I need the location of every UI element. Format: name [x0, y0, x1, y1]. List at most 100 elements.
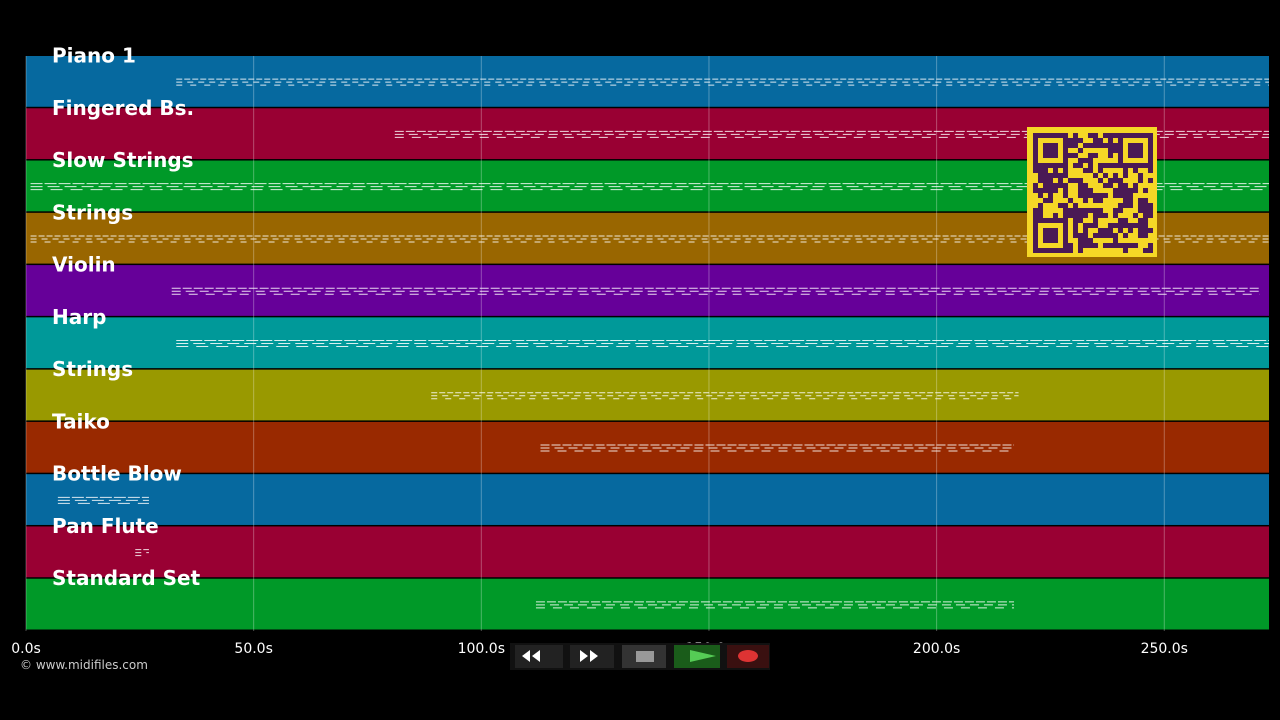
qr-cell: [1118, 218, 1123, 223]
copyright: © www.midifiles.com: [20, 658, 148, 672]
qr-cell: [1053, 248, 1058, 253]
x-tick-label: 250.0s: [1141, 641, 1188, 657]
qr-cell: [1088, 168, 1093, 173]
qr-cell: [1133, 183, 1138, 188]
qr-cell: [1033, 208, 1038, 213]
qr-cell: [1063, 158, 1068, 163]
qr-cell: [1083, 213, 1088, 218]
qr-cell: [1108, 153, 1113, 158]
qr-cell: [1148, 178, 1153, 183]
qr-cell: [1038, 178, 1043, 183]
qr-cell: [1073, 228, 1078, 233]
qr-cell: [1053, 218, 1058, 223]
qr-cell: [1083, 223, 1088, 228]
qr-cell: [1143, 248, 1148, 253]
transport: [510, 643, 770, 670]
forward-button[interactable]: [570, 645, 614, 668]
qr-cell: [1138, 163, 1143, 168]
qr-cell: [1068, 213, 1073, 218]
qr-cell: [1128, 148, 1133, 153]
qr-cell: [1128, 203, 1133, 208]
qr-cell: [1113, 238, 1118, 243]
qr-cell: [1083, 143, 1088, 148]
qr-cell: [1103, 173, 1108, 178]
qr-cell: [1048, 198, 1053, 203]
qr-cell: [1078, 138, 1083, 143]
qr-cell: [1043, 143, 1048, 148]
qr-cell: [1078, 208, 1083, 213]
track-name: Harp: [52, 305, 106, 329]
qr-cell: [1123, 133, 1128, 138]
qr-cell: [1143, 188, 1148, 193]
qr-cell: [1103, 193, 1108, 198]
qr-cell: [1138, 143, 1143, 148]
qr-cell: [1053, 238, 1058, 243]
qr-cell: [1038, 193, 1043, 198]
qr-cell: [1083, 183, 1088, 188]
qr-cell: [1033, 153, 1038, 158]
qr-cell: [1058, 248, 1063, 253]
qr-cell: [1103, 163, 1108, 168]
qr-cell: [1098, 208, 1103, 213]
qr-cell: [1108, 143, 1113, 148]
track-name: Piano 1: [52, 44, 136, 68]
rewind-button[interactable]: [515, 645, 563, 668]
record-button[interactable]: [727, 645, 769, 668]
qr-cell: [1063, 238, 1068, 243]
qr-cell: [1138, 133, 1143, 138]
qr-code: [1027, 127, 1157, 257]
qr-cell: [1073, 218, 1078, 223]
qr-cell: [1068, 243, 1073, 248]
qr-cell: [1078, 188, 1083, 193]
qr-cell: [1043, 238, 1048, 243]
qr-cell: [1093, 213, 1098, 218]
qr-cell: [1088, 243, 1093, 248]
qr-cell: [1148, 168, 1153, 173]
qr-cell: [1058, 178, 1063, 183]
qr-cell: [1063, 208, 1068, 213]
qr-cell: [1108, 148, 1113, 153]
qr-cell: [1038, 163, 1043, 168]
qr-cell: [1058, 133, 1063, 138]
qr-cell: [1093, 153, 1098, 158]
qr-cell: [1033, 213, 1038, 218]
qr-cell: [1108, 163, 1113, 168]
play-button[interactable]: [674, 645, 720, 668]
qr-cell: [1043, 178, 1048, 183]
qr-cell: [1073, 223, 1078, 228]
qr-cell: [1123, 168, 1128, 173]
qr-cell: [1138, 178, 1143, 183]
qr-cell: [1033, 188, 1038, 193]
qr-cell: [1133, 133, 1138, 138]
qr-cell: [1078, 158, 1083, 163]
qr-cell: [1068, 143, 1073, 148]
qr-cell: [1033, 138, 1038, 143]
qr-cell: [1123, 198, 1128, 203]
qr-cell: [1123, 248, 1128, 253]
qr-cell: [1138, 223, 1143, 228]
qr-cell: [1148, 228, 1153, 233]
labels: Piano 1 Fingered Bs. Slow Strings Strings Vi…: [11, 44, 1188, 658]
qr-cell: [1048, 248, 1053, 253]
qr-cell: [1083, 198, 1088, 203]
qr-cell: [1058, 173, 1063, 178]
qr-cell: [1088, 143, 1093, 148]
qr-cell: [1133, 213, 1138, 218]
qr-cell: [1128, 243, 1133, 248]
qr-cell: [1108, 138, 1113, 143]
qr-cell: [1088, 238, 1093, 243]
qr-cell: [1043, 173, 1048, 178]
qr-cell: [1048, 183, 1053, 188]
qr-cell: [1063, 188, 1068, 193]
qr-cell: [1083, 188, 1088, 193]
qr-cell: [1133, 153, 1138, 158]
qr-cell: [1033, 158, 1038, 163]
qr-cell: [1143, 228, 1148, 233]
qr-cell: [1108, 178, 1113, 183]
qr-cell: [1138, 198, 1143, 203]
qr-cell: [1123, 223, 1128, 228]
qr-cell: [1093, 223, 1098, 228]
stop-button[interactable]: [622, 645, 666, 668]
qr-cell: [1143, 233, 1148, 238]
